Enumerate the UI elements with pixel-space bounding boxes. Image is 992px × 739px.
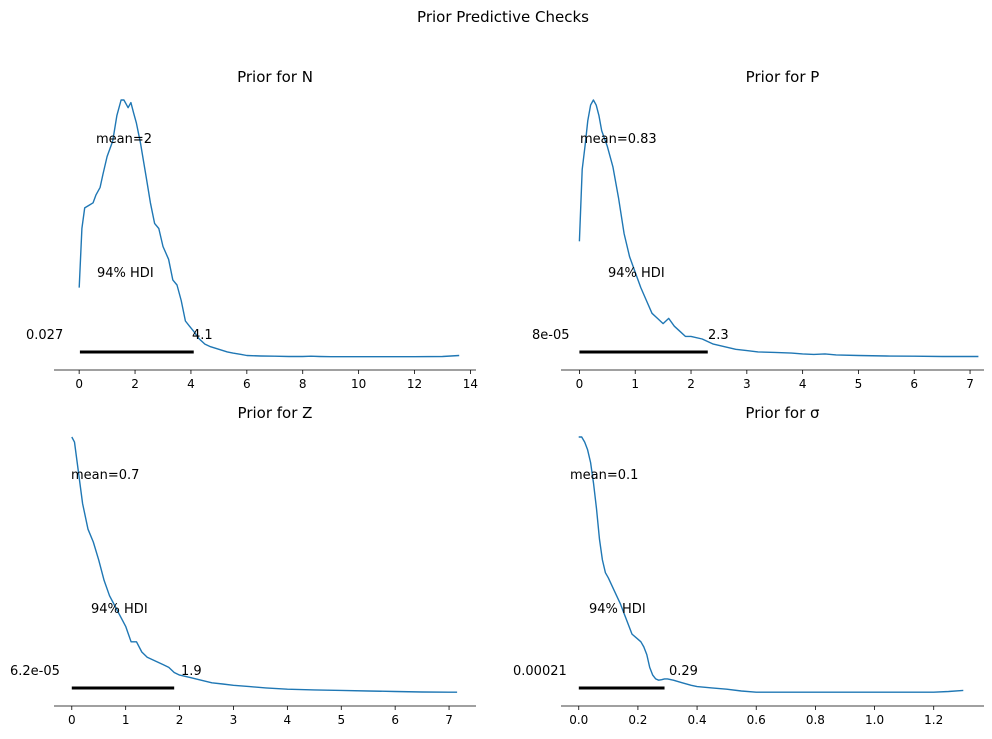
hdi-low-label: 6.2e-05 (10, 664, 60, 679)
x-tick-label: 1.2 (924, 713, 943, 727)
x-tick-label: 7 (966, 377, 974, 391)
x-tick-label: 4 (284, 713, 292, 727)
x-tick-label: 0.0 (569, 713, 588, 727)
x-tick-label: 2 (131, 377, 139, 391)
density-curve (578, 99, 979, 358)
panel-2: Prior for Z mean=0.7 94% HDI 6.2e-05 1.9 0 1 2 3… (10, 404, 476, 727)
x-tick-label: 10 (351, 377, 366, 391)
x-tick-label: 2 (687, 377, 695, 391)
x-tick-label: 0 (75, 377, 83, 391)
x-tick-label: 0 (68, 713, 76, 727)
mean-label: mean=2 (96, 132, 152, 147)
hdi-high-label: 2.3 (708, 328, 729, 343)
hdi-high-label: 1.9 (181, 664, 202, 679)
hdi-label: 94% HDI (97, 266, 154, 281)
x-tick-label: 3 (230, 713, 238, 727)
mean-label: mean=0.83 (580, 132, 657, 147)
x-tick-label: 12 (407, 377, 422, 391)
x-tick-label: 3 (743, 377, 751, 391)
panel-title: Prior for N (237, 68, 313, 86)
x-tick-label: 2 (176, 713, 184, 727)
x-tick-label: 0.6 (747, 713, 766, 727)
x-tick-label: 8 (299, 377, 307, 391)
x-tick-label: 1.0 (865, 713, 884, 727)
x-tick-label: 4 (799, 377, 807, 391)
mean-label: mean=0.1 (570, 468, 638, 483)
x-tick-label: 6 (243, 377, 251, 391)
panel-0: Prior for N mean=2 94% HDI 0.027 4.1 0 2 4 6 8 10 1… (26, 68, 478, 391)
x-tick-label: 1 (122, 713, 130, 727)
density-curve (78, 99, 460, 358)
x-tick-label: 6 (391, 713, 399, 727)
x-tick-label: 0 (576, 377, 584, 391)
panel-3: Prior for σ mean=0.1 94% HDI 0.00021 0.29 0.0… (513, 404, 984, 727)
hdi-high-label: 0.29 (669, 664, 698, 679)
density-curve (578, 436, 964, 693)
x-tick-label: 1 (631, 377, 639, 391)
x-tick-label: 14 (463, 377, 478, 391)
hdi-label: 94% HDI (608, 266, 665, 281)
hdi-low-label: 0.00021 (513, 664, 567, 679)
panel-title: Prior for σ (745, 404, 820, 422)
x-tick-label: 0.4 (688, 713, 707, 727)
x-tick-label: 5 (337, 713, 345, 727)
x-tick-label: 0.2 (628, 713, 647, 727)
hdi-label: 94% HDI (91, 602, 148, 617)
x-tick-label: 6 (910, 377, 918, 391)
panel-title: Prior for Z (238, 404, 313, 422)
x-tick-label: 0.8 (806, 713, 825, 727)
hdi-low-label: 0.027 (26, 328, 63, 343)
x-tick-label: 5 (855, 377, 863, 391)
hdi-low-label: 8e-05 (532, 328, 570, 343)
panel-title: Prior for P (746, 68, 820, 86)
x-tick-label: 4 (187, 377, 195, 391)
density-curve (71, 436, 458, 693)
hdi-label: 94% HDI (589, 602, 646, 617)
panel-1: Prior for P mean=0.83 94% HDI 8e-05 2.3 0 1 2 3 4… (532, 68, 984, 391)
hdi-high-label: 4.1 (192, 328, 213, 343)
mean-label: mean=0.7 (71, 468, 139, 483)
x-tick-label: 7 (445, 713, 453, 727)
figure-title: Prior Predictive Checks (417, 8, 589, 26)
